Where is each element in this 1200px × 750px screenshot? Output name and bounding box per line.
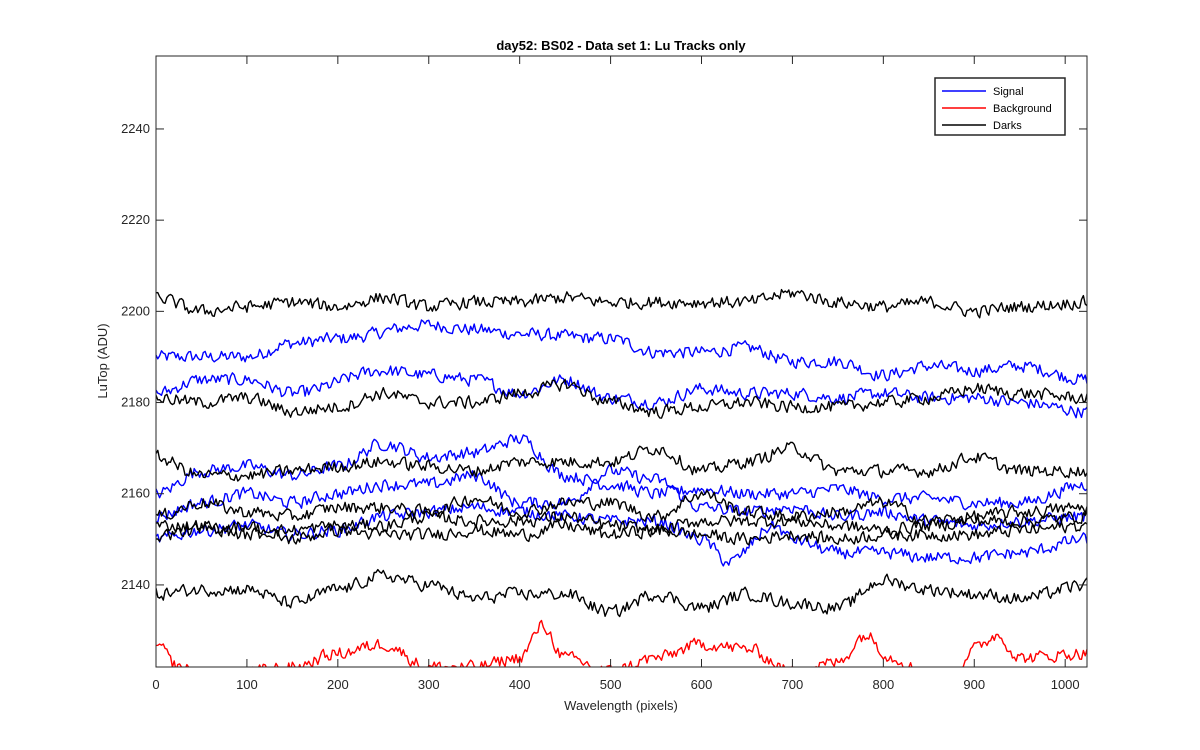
x-tick-label: 800: [872, 677, 894, 692]
y-tick-label: 2220: [121, 212, 150, 227]
x-tick-label: 700: [782, 677, 804, 692]
series-line-darks-6: [156, 288, 1087, 319]
series-line-darks-12: [156, 568, 1087, 618]
y-tick-label: 2140: [121, 577, 150, 592]
x-tick-label: 100: [236, 677, 258, 692]
y-tick-label: 2240: [121, 121, 150, 136]
y-axis-label: LuTop (ADU): [95, 323, 110, 398]
x-tick-label: 0: [152, 677, 159, 692]
series-line-darks-7: [156, 378, 1087, 419]
x-tick-label: 900: [963, 677, 985, 692]
series-line-signal-2: [156, 365, 1087, 419]
legend-label-signal: Signal: [993, 86, 1024, 98]
series-line-darks-11: [156, 519, 1087, 546]
legend-label-background: Background: [993, 103, 1052, 115]
x-tick-label: 600: [691, 677, 713, 692]
y-tick-label: 2200: [121, 303, 150, 318]
series-line-darks-8: [156, 441, 1087, 482]
chart-title: day52: BS02 - Data set 1: Lu Tracks only: [496, 38, 746, 53]
series-line-darks-10: [156, 510, 1087, 541]
axes-box: [155, 55, 1088, 668]
x-axis: 0 100 200 300 400 500 600 700 800 900 1000: [152, 56, 1080, 692]
y-axis: 2140 2160 2180 2200 2220 2240: [121, 121, 1087, 592]
legend: Signal Background Darks: [934, 77, 1066, 136]
x-tick-label: 1000: [1051, 677, 1080, 692]
x-tick-label: 200: [327, 677, 349, 692]
x-axis-label: Wavelength (pixels): [564, 698, 678, 713]
series-line-signal-1: [156, 319, 1087, 385]
x-tick-label: 400: [509, 677, 531, 692]
series-line-background-13: [156, 619, 1087, 667]
y-tick-label: 2160: [121, 486, 150, 501]
y-tick-label: 2180: [121, 395, 150, 410]
x-tick-label: 500: [600, 677, 622, 692]
series-layer: [156, 288, 1087, 667]
x-tick-label: 300: [418, 677, 440, 692]
legend-label-darks: Darks: [993, 120, 1022, 132]
